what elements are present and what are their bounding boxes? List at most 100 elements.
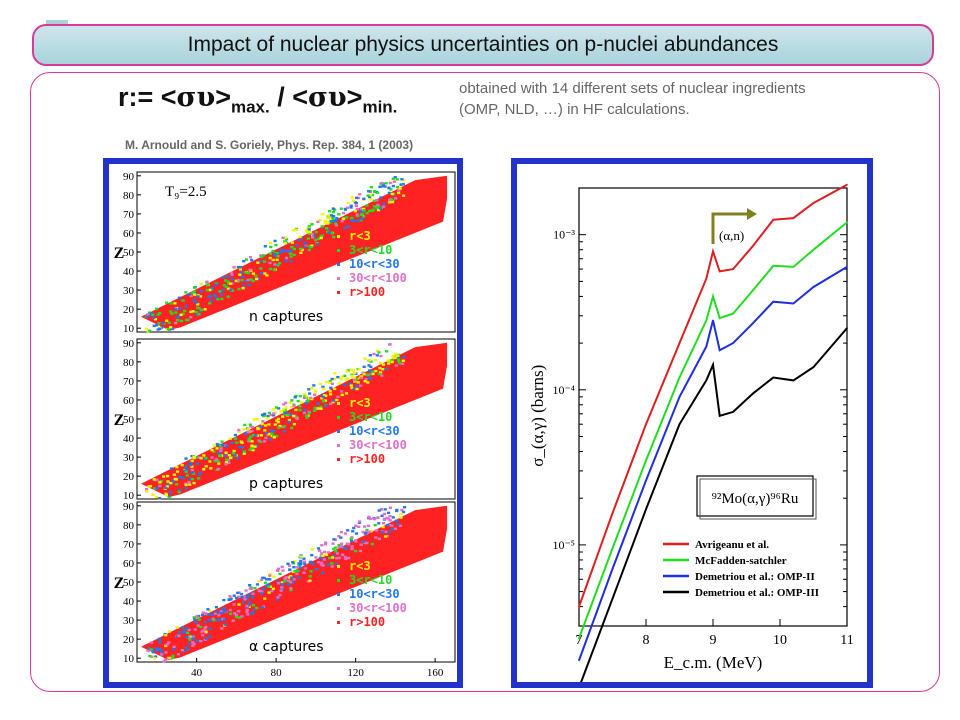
- ratio-cell: [330, 562, 334, 565]
- ratio-cell: [155, 478, 159, 482]
- ratio-cell: [289, 413, 293, 416]
- ratio-cell: [166, 327, 170, 331]
- ratio-cell: [337, 534, 341, 538]
- ratio-cell: [233, 612, 237, 615]
- ratio-cell: [335, 398, 339, 402]
- legend-swatch: [337, 402, 340, 405]
- legend-swatch: [337, 458, 340, 461]
- ratio-cell: [282, 403, 286, 406]
- ratio-cell: [175, 318, 180, 322]
- ratio-cell: [167, 630, 171, 633]
- ratio-cell: [290, 399, 294, 402]
- y-tick-label: 50: [123, 247, 135, 259]
- y-tick-label: 70: [123, 539, 135, 551]
- ratio-cell: [224, 463, 228, 466]
- ratio-cell: [185, 626, 189, 630]
- ratio-cell: [360, 217, 364, 220]
- ratio-cell: [308, 579, 312, 582]
- ratio-cell: [213, 459, 217, 463]
- title-bar-accent: [46, 20, 68, 26]
- ratio-cell: [317, 560, 321, 564]
- ratio-cell: [281, 415, 285, 418]
- ratio-cell: [328, 390, 332, 393]
- ratio-cell: [355, 214, 360, 218]
- ratio-cell: [342, 546, 346, 550]
- ratio-cell: [243, 598, 247, 601]
- ratio-cell: [236, 278, 240, 282]
- ratio-cell: [402, 355, 406, 359]
- ratio-cell: [362, 215, 366, 218]
- ratio-cell: [240, 271, 244, 274]
- ratio-cell: [267, 423, 271, 426]
- ratio-cell: [237, 610, 241, 613]
- ratio-cell: [339, 207, 343, 210]
- ratio-cell: [157, 322, 161, 325]
- ratio-cell: [244, 589, 248, 592]
- ratio-cell: [341, 211, 346, 215]
- ratio-cell: [295, 244, 299, 247]
- ratio-cell: [335, 552, 339, 555]
- ratio-cell: [178, 307, 182, 310]
- ratio-cell: [255, 583, 260, 586]
- ratio-cell: [283, 241, 288, 245]
- ratio-cell: [350, 386, 354, 390]
- ratio-cell: [198, 295, 203, 298]
- ratio-cell: [246, 427, 250, 431]
- ratio-cell: [167, 494, 171, 498]
- ratio-cell: [334, 550, 338, 553]
- legend-label: Avrigeanu et al.: [695, 539, 769, 551]
- ratio-cell: [173, 302, 177, 305]
- ratio-cell: [282, 425, 286, 428]
- ratio-cell: [174, 478, 178, 481]
- ratio-cell: [303, 245, 307, 248]
- ratio-cell: [198, 471, 203, 474]
- ratio-cell: [229, 598, 233, 601]
- ratio-cell: [283, 410, 287, 413]
- ratio-cell: [192, 481, 196, 485]
- y-tick-label: 50: [123, 577, 135, 589]
- y-tick-label: 20: [123, 471, 135, 483]
- ratio-cell: [341, 553, 345, 556]
- note-line-2: (OMP, NLD, …) in HF calculations.: [459, 101, 690, 118]
- ratio-cell: [242, 450, 247, 453]
- ratio-cell: [385, 523, 390, 527]
- ratio-cell: [346, 377, 350, 380]
- ratio-cell: [212, 619, 216, 622]
- ratio-cell: [395, 185, 399, 189]
- ratio-cell: [184, 291, 188, 294]
- ratio-cell: [197, 456, 201, 459]
- ratio-cell: [164, 634, 168, 637]
- legend-label: McFadden-satchler: [695, 555, 787, 567]
- legend-label: 3<r<10: [349, 243, 392, 257]
- ratio-cell: [382, 202, 386, 206]
- legend-swatch: [337, 263, 340, 266]
- ratio-cell: [353, 210, 357, 213]
- ratio-cell: [244, 258, 249, 261]
- ratio-cell: [268, 438, 273, 441]
- ratio-cell: [256, 261, 260, 264]
- ratio-cell: [175, 483, 179, 486]
- ratio-cell: [303, 241, 307, 245]
- ratio-cell: [189, 294, 193, 298]
- ratio-cell: [369, 529, 373, 533]
- legend-swatch: [337, 621, 340, 624]
- ratio-cell: [158, 327, 162, 331]
- data-point: [812, 366, 815, 368]
- y-tick-label: 30: [123, 615, 135, 627]
- ratio-cell: [370, 542, 374, 546]
- ratio-cell: [230, 273, 234, 276]
- ratio-cell: [263, 412, 267, 416]
- ratio-cell: [155, 324, 159, 327]
- ratio-cell: [302, 571, 306, 574]
- ratio-cell: [273, 263, 277, 266]
- ratio-cell: [308, 560, 312, 564]
- ratio-cell: [203, 620, 208, 624]
- ratio-cell: [267, 411, 271, 415]
- ratio-cell: [210, 286, 214, 290]
- ratio-cell: [316, 220, 320, 224]
- ratio-cell: [302, 557, 306, 560]
- ratio-cell: [251, 272, 255, 275]
- ratio-cell: [237, 287, 241, 291]
- ratio-cell: [246, 613, 250, 616]
- ratio-cell: [366, 194, 370, 197]
